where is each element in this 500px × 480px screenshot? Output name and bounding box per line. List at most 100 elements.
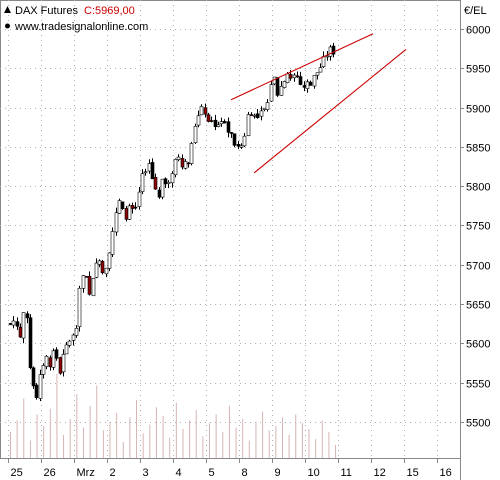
candle-body (279, 85, 284, 96)
x-tick-label: 2 (110, 467, 116, 479)
candle-body (308, 81, 313, 86)
candle-body (176, 156, 181, 160)
unit-label: €/EL (464, 5, 487, 17)
candle-body (315, 72, 320, 76)
candle-body (229, 132, 234, 134)
candle-body (100, 261, 105, 274)
candle-body (216, 124, 221, 127)
y-tick-label: 5650 (466, 300, 490, 312)
candle-body (170, 173, 175, 184)
candle-body (127, 205, 132, 220)
candlesticks (8, 42, 336, 402)
candle-body (249, 114, 254, 116)
candle-body (34, 384, 39, 398)
candle-body (41, 365, 46, 375)
x-tick-label: 12 (374, 467, 386, 479)
candle-body (107, 252, 112, 269)
candle-body (77, 287, 82, 328)
candle-body (328, 46, 333, 57)
y-tick-label: 5900 (466, 104, 490, 116)
candle-body (282, 81, 287, 88)
x-tick-label: 26 (44, 467, 56, 479)
candle-body (203, 107, 208, 115)
y-tick-label: 5550 (466, 379, 490, 391)
y-tick-label: 5500 (466, 418, 490, 430)
candle-body (222, 121, 227, 124)
candle-body (15, 321, 20, 327)
candle-body (219, 121, 224, 125)
candle-body (54, 349, 59, 359)
candle-body (252, 114, 257, 117)
x-tick-label: 11 (341, 467, 352, 479)
candle-body (28, 317, 33, 368)
volume-bars (10, 373, 337, 458)
svg-text:DAX Futures C:5969,00: DAX Futures C:5969,00 (15, 5, 135, 17)
candle-body (209, 120, 214, 122)
candle-body (97, 260, 102, 265)
candle-body (61, 354, 66, 373)
candle-body (288, 74, 293, 79)
candle-body (71, 334, 76, 341)
candle-body (285, 73, 290, 83)
bullet-icon (5, 23, 10, 29)
candle-body (312, 75, 317, 87)
x-tick-label: 9 (275, 467, 281, 479)
candle-body (232, 133, 237, 146)
candle-body (67, 340, 72, 346)
source-url: www.tradesignalonline.com (14, 21, 148, 33)
close-value: 5969,00 (95, 5, 135, 17)
candle-body (269, 84, 274, 102)
y-tick-label: 5950 (466, 64, 490, 76)
candle-body (153, 176, 158, 190)
candle-body (206, 114, 211, 122)
close-label: C: (84, 5, 95, 17)
candle-body (173, 159, 178, 176)
y-axis: 5500 5550 5600 5650 5700 5750 5800 5850 5900 5950… (460, 25, 490, 430)
grid (0, 0, 460, 458)
candle-body (94, 262, 99, 278)
candle-body (81, 275, 86, 289)
candle-body (275, 77, 280, 96)
candle-body (196, 115, 201, 126)
candle-body (295, 75, 300, 78)
candle-body (133, 206, 138, 209)
candle-body (114, 212, 119, 233)
candle-body (318, 67, 323, 73)
candle-body (193, 126, 198, 144)
candle-body (239, 145, 244, 148)
y-tick-label: 5800 (466, 182, 490, 194)
y-tick-label: 6000 (466, 25, 490, 37)
candle-body (11, 320, 16, 326)
y-tick-label: 5600 (466, 339, 490, 351)
candle-body (25, 313, 30, 319)
candle-body (91, 278, 96, 297)
instrument-name: DAX Futures (15, 5, 78, 17)
candle-body (21, 312, 26, 339)
candle-body (226, 121, 231, 133)
candle-body (120, 201, 125, 210)
candle-body (163, 178, 168, 185)
x-tick-label: 15 (407, 467, 419, 479)
candle-body (31, 367, 36, 387)
candle-body (331, 45, 336, 55)
candle-body (64, 344, 69, 355)
candle-body (117, 200, 122, 214)
candle-body (265, 102, 270, 110)
candle-body (84, 276, 89, 278)
candle-body (302, 85, 307, 88)
y-tick-label: 5700 (466, 261, 490, 273)
candle-body (74, 328, 79, 336)
candle-body (160, 178, 165, 198)
candle-body (140, 173, 145, 192)
candle-body (51, 350, 56, 368)
x-tick-label: 5 (209, 467, 215, 479)
chart-header: DAX Futures C:5969,00 www.tradesignalonl… (4, 5, 148, 33)
candle-body (44, 355, 49, 367)
candle-body (180, 158, 185, 168)
candle-body (259, 110, 264, 117)
trendline-lower (253, 48, 407, 174)
candle-body (213, 119, 218, 128)
trend-channel (230, 33, 407, 174)
candle-body (48, 357, 53, 368)
x-tick-label: 4 (176, 467, 182, 479)
